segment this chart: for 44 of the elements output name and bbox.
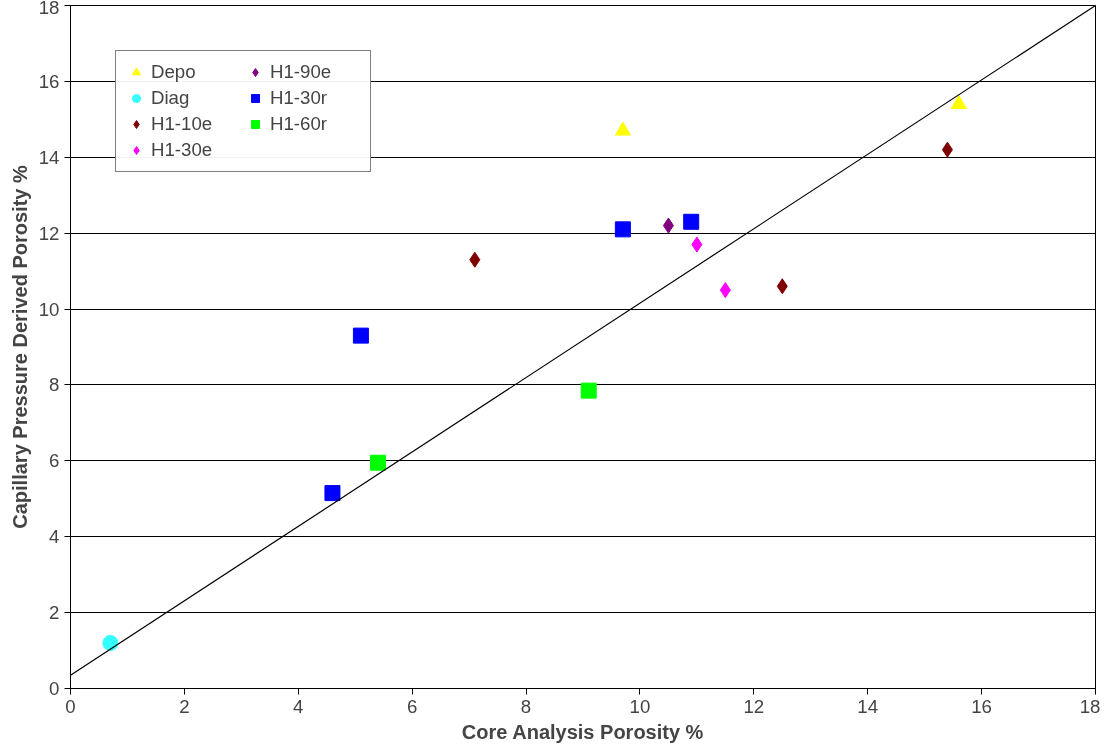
- y-axis-title: Capillary Pressure Derived Porosity %: [8, 165, 31, 529]
- y-tick-label: 0: [49, 678, 60, 699]
- x-tick-label: 6: [406, 695, 418, 717]
- point: [580, 382, 597, 399]
- point: [370, 454, 386, 471]
- point: [469, 251, 481, 268]
- y-tick-label: 2: [49, 602, 60, 624]
- y-tick-label: 6: [49, 450, 60, 472]
- point: [776, 278, 788, 295]
- y-tick-label: 18: [38, 0, 60, 18]
- legend-label: H1-30r: [270, 87, 329, 109]
- point: [662, 217, 674, 234]
- point: [941, 141, 953, 158]
- point: [102, 634, 119, 651]
- x-axis-title: Core Analysis Porosity %: [461, 720, 704, 743]
- legend-label: Depo: [151, 61, 197, 83]
- point: [352, 327, 369, 344]
- x-tick-label: 8: [520, 695, 532, 717]
- x-tick-label: 2: [179, 695, 190, 717]
- y-tick-label: 10: [38, 298, 60, 320]
- point: [950, 95, 967, 109]
- legend-label: H1-60r: [270, 113, 329, 135]
- point: [324, 485, 341, 502]
- x-tick-label: 4: [293, 695, 304, 717]
- y-tick-label: 16: [38, 70, 60, 92]
- y-tick-label: 14: [38, 146, 60, 168]
- x-tick-label: 10: [629, 695, 651, 717]
- legend-label: Diag: [151, 87, 191, 109]
- point: [691, 236, 703, 253]
- point: [683, 213, 700, 230]
- legend-label: H1-90e: [270, 61, 333, 83]
- x-tick-label: 0: [65, 695, 76, 717]
- point: [614, 221, 631, 238]
- y-tick-label: 8: [49, 374, 60, 396]
- legend-label: H1-30e: [151, 139, 214, 161]
- y-tick-label: 12: [38, 222, 60, 244]
- x-tick-label: 16: [971, 695, 992, 717]
- point: [719, 282, 731, 299]
- y-tick-label: 4: [49, 526, 60, 548]
- x-tick-label: 14: [857, 695, 879, 717]
- x-tick-label: 18: [1079, 695, 1101, 717]
- legend-label: H1-10e: [151, 113, 214, 135]
- point: [614, 121, 631, 136]
- x-tick-label: 12: [743, 695, 765, 717]
